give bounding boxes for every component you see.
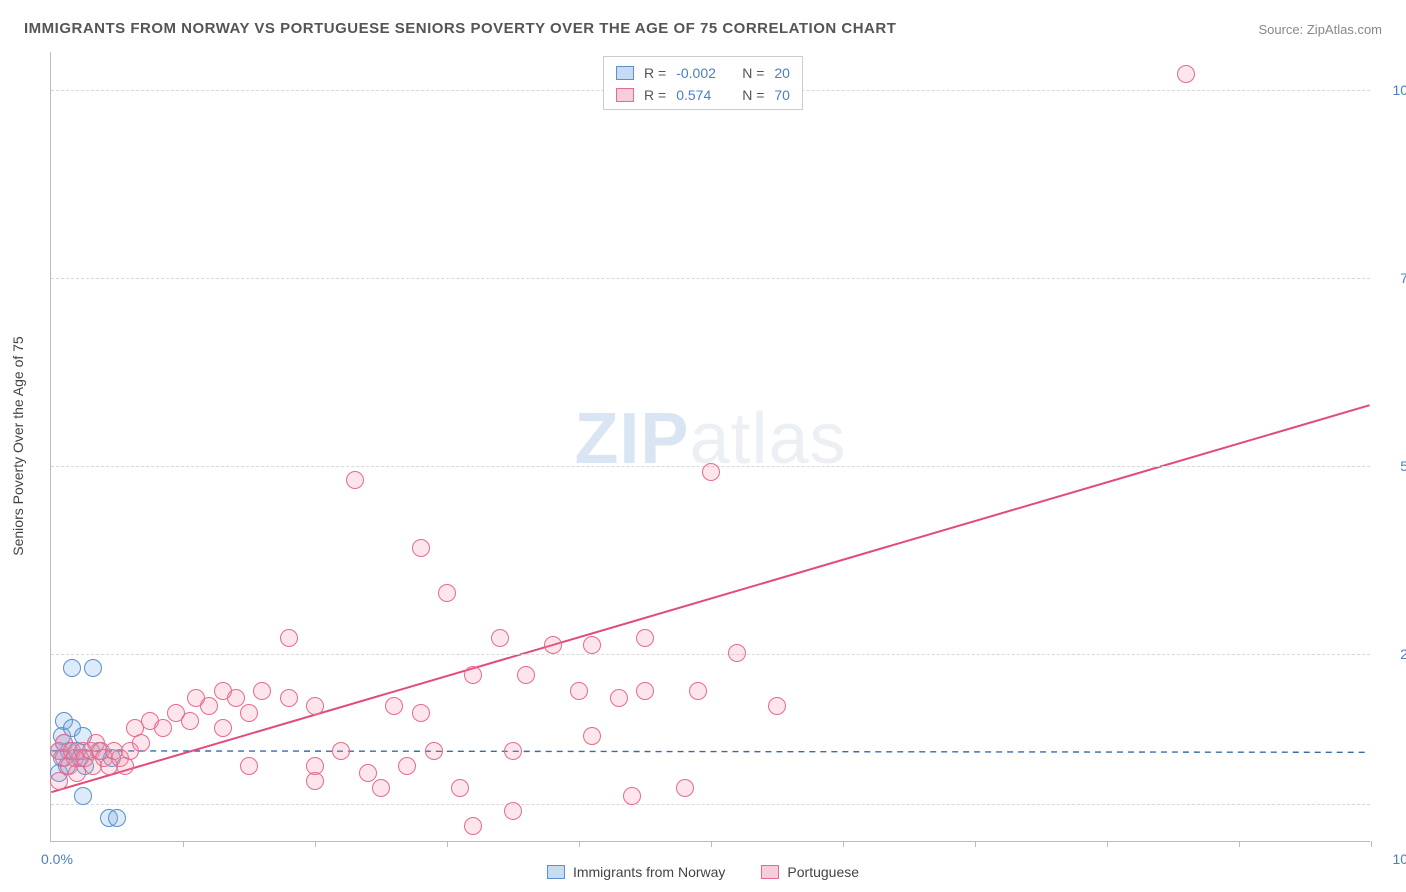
- data-point-portuguese: [610, 689, 628, 707]
- data-point-portuguese: [583, 727, 601, 745]
- data-point-portuguese: [464, 666, 482, 684]
- gridline: [51, 654, 1370, 655]
- data-point-portuguese: [636, 629, 654, 647]
- legend-swatch-norway: [616, 66, 634, 80]
- data-point-portuguese: [253, 682, 271, 700]
- legend-item-norway: Immigrants from Norway: [547, 864, 725, 880]
- data-point-portuguese: [689, 682, 707, 700]
- data-point-portuguese: [346, 471, 364, 489]
- chart-container: IMMIGRANTS FROM NORWAY VS PORTUGUESE SEN…: [0, 0, 1406, 892]
- x-tick: [447, 841, 448, 847]
- data-point-portuguese: [504, 802, 522, 820]
- data-point-portuguese: [583, 636, 601, 654]
- data-point-norway: [74, 787, 92, 805]
- data-point-norway: [63, 659, 81, 677]
- data-point-portuguese: [768, 697, 786, 715]
- data-point-portuguese: [132, 734, 150, 752]
- legend-r-label: R =: [644, 84, 666, 106]
- data-point-portuguese: [240, 757, 258, 775]
- data-point-norway: [84, 659, 102, 677]
- plot-area: ZIPatlas 25.0%50.0%75.0%100.0%0.0%100.0%: [50, 52, 1370, 842]
- x-tick: [843, 841, 844, 847]
- legend-swatch-portuguese: [761, 865, 779, 879]
- data-point-portuguese: [280, 629, 298, 647]
- data-point-portuguese: [200, 697, 218, 715]
- y-tick-label: 25.0%: [1400, 646, 1406, 662]
- trend-lines-layer: [51, 52, 1370, 841]
- legend-label-norway: Immigrants from Norway: [573, 864, 725, 880]
- data-point-portuguese: [451, 779, 469, 797]
- legend-swatch-portuguese: [616, 88, 634, 102]
- x-tick: [1371, 841, 1372, 847]
- data-point-portuguese: [623, 787, 641, 805]
- correlation-legend: R = -0.002 N = 20 R = 0.574 N = 70: [603, 56, 803, 110]
- gridline: [51, 804, 1370, 805]
- source-attribution: Source: ZipAtlas.com: [1258, 22, 1382, 37]
- y-tick-label: 50.0%: [1400, 458, 1406, 474]
- legend-row-portuguese: R = 0.574 N = 70: [616, 84, 790, 106]
- data-point-portuguese: [181, 712, 199, 730]
- data-point-portuguese: [372, 779, 390, 797]
- y-tick-label: 100.0%: [1393, 82, 1406, 98]
- data-point-portuguese: [491, 629, 509, 647]
- x-tick: [1107, 841, 1108, 847]
- x-tick: [975, 841, 976, 847]
- data-point-portuguese: [702, 463, 720, 481]
- data-point-portuguese: [50, 772, 68, 790]
- x-tick-label-max: 100.0%: [1393, 851, 1406, 867]
- x-tick: [711, 841, 712, 847]
- data-point-portuguese: [280, 689, 298, 707]
- x-tick-label-min: 0.0%: [41, 851, 73, 867]
- data-point-portuguese: [412, 539, 430, 557]
- data-point-portuguese: [412, 704, 430, 722]
- chart-title: IMMIGRANTS FROM NORWAY VS PORTUGUESE SEN…: [24, 20, 896, 37]
- series-legend: Immigrants from Norway Portuguese: [547, 864, 859, 880]
- data-point-portuguese: [154, 719, 172, 737]
- legend-item-portuguese: Portuguese: [761, 864, 859, 880]
- legend-n-label: N =: [742, 62, 764, 84]
- gridline: [51, 278, 1370, 279]
- legend-r-label: R =: [644, 62, 666, 84]
- x-tick: [183, 841, 184, 847]
- data-point-portuguese: [214, 719, 232, 737]
- data-point-portuguese: [227, 689, 245, 707]
- data-point-portuguese: [306, 697, 324, 715]
- data-point-portuguese: [636, 682, 654, 700]
- legend-row-norway: R = -0.002 N = 20: [616, 62, 790, 84]
- data-point-norway: [108, 809, 126, 827]
- x-tick: [1239, 841, 1240, 847]
- data-point-portuguese: [240, 704, 258, 722]
- trend-line-norway: [51, 751, 1369, 753]
- legend-n-label: N =: [742, 84, 764, 106]
- legend-r-value-norway: -0.002: [676, 62, 732, 84]
- data-point-portuguese: [1177, 65, 1195, 83]
- data-point-portuguese: [332, 742, 350, 760]
- data-point-portuguese: [728, 644, 746, 662]
- data-point-portuguese: [438, 584, 456, 602]
- data-point-portuguese: [504, 742, 522, 760]
- legend-swatch-norway: [547, 865, 565, 879]
- data-point-portuguese: [517, 666, 535, 684]
- data-point-portuguese: [676, 779, 694, 797]
- data-point-portuguese: [570, 682, 588, 700]
- x-tick: [315, 841, 316, 847]
- x-tick: [579, 841, 580, 847]
- y-axis-label: Seniors Poverty Over the Age of 75: [10, 336, 26, 555]
- data-point-portuguese: [544, 636, 562, 654]
- data-point-portuguese: [306, 757, 324, 775]
- legend-n-value-portuguese: 70: [774, 84, 790, 106]
- y-tick-label: 75.0%: [1400, 270, 1406, 286]
- data-point-portuguese: [385, 697, 403, 715]
- data-point-portuguese: [398, 757, 416, 775]
- data-point-portuguese: [425, 742, 443, 760]
- data-point-portuguese: [464, 817, 482, 835]
- legend-label-portuguese: Portuguese: [787, 864, 859, 880]
- legend-r-value-portuguese: 0.574: [676, 84, 732, 106]
- legend-n-value-norway: 20: [774, 62, 790, 84]
- data-point-portuguese: [359, 764, 377, 782]
